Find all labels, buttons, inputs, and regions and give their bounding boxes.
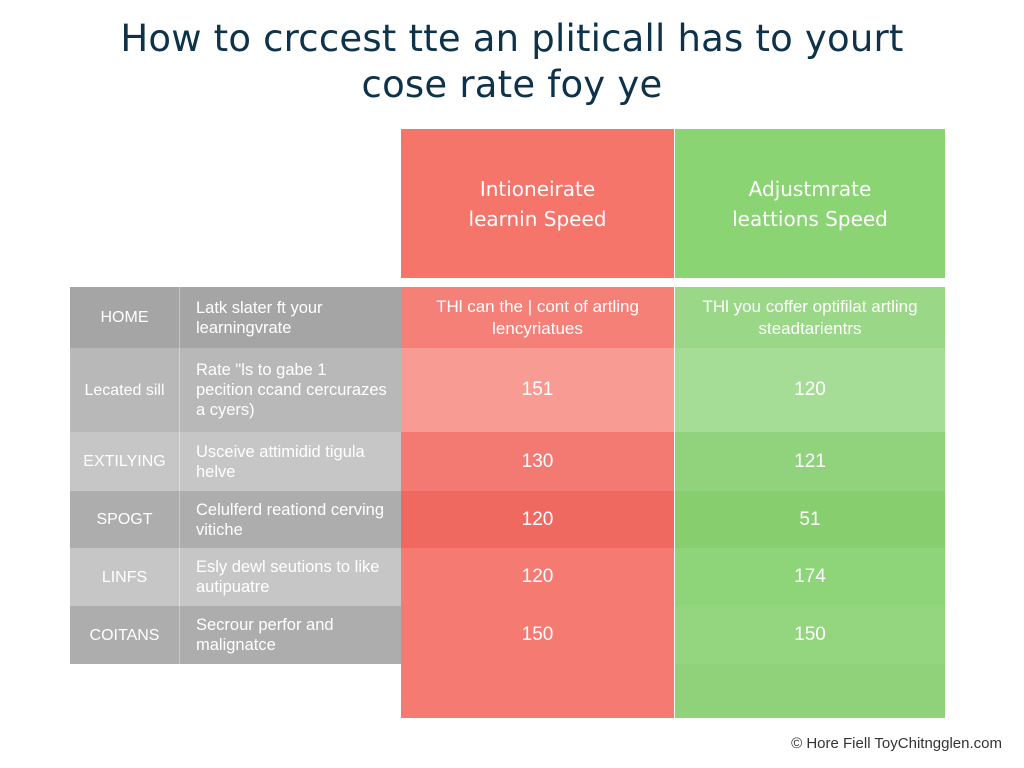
row-right-value: 120 [675, 348, 945, 432]
row-description: Secrour perfor and malignatce [180, 606, 401, 664]
row-description: Celulferd reationd cerving vitiche [180, 491, 401, 548]
row-label: COITANS [70, 606, 180, 664]
column-footer-left [401, 664, 674, 718]
page-title: How to crccest tte an pliticall has to y… [40, 16, 984, 108]
column-footer-right [675, 664, 945, 718]
row-right-value: THl you coffer optifilat artling steadta… [675, 287, 945, 348]
row-right-value: 150 [675, 606, 945, 664]
row-label: SPOGT [70, 491, 180, 548]
row-right-value: 51 [675, 491, 945, 548]
row-description: Rate "ls to gabe 1 pecition ccand cercur… [180, 348, 401, 432]
column-header-left: Intioneirate learnin Speed [401, 129, 674, 278]
row-left-value: 150 [401, 606, 674, 664]
row-left-value: 151 [401, 348, 674, 432]
title-line-2: cose rate foy ye [361, 63, 663, 106]
row-right-value: 174 [675, 548, 945, 606]
row-label: HOME [70, 287, 180, 348]
row-left-value: 130 [401, 432, 674, 491]
column-header-right-line-2: leattions Speed [732, 206, 888, 231]
row-label: Lecated sill [70, 348, 180, 432]
row-label: EXTILYING [70, 432, 180, 491]
table-row: COITANS Secrour perfor and malignatce 15… [70, 606, 945, 664]
column-header-left-line-1: Intioneirate [479, 176, 596, 201]
table-row: EXTILYING Usceive attimidid tigula helve… [70, 432, 945, 491]
row-left-value: 120 [401, 491, 674, 548]
row-right-value: 121 [675, 432, 945, 491]
column-header-left-line-2: learnin Speed [468, 206, 607, 231]
table-row: LINFS Esly dewl seutions to like autipua… [70, 548, 945, 606]
row-label: LINFS [70, 548, 180, 606]
column-header-right-line-1: Adjustmrate [748, 176, 872, 201]
title-line-1: How to crccest tte an pliticall has to y… [120, 17, 904, 60]
column-header-right: Adjustmrate leattions Speed [675, 129, 945, 278]
table-row: Lecated sill Rate "ls to gabe 1 pecition… [70, 348, 945, 432]
row-left-value: THl can the | cont of artling lencyriatu… [401, 287, 674, 348]
copyright-footer: © Hore Fiell ToyChitngglen.com [791, 735, 1002, 752]
row-description: Esly dewl seutions to like autipuatre [180, 548, 401, 606]
table-row: HOME Latk slater ft your learningvrate T… [70, 287, 945, 348]
row-description: Latk slater ft your learningvrate [180, 287, 401, 348]
row-description: Usceive attimidid tigula helve [180, 432, 401, 491]
table-row: SPOGT Celulferd reationd cerving vitiche… [70, 491, 945, 548]
row-left-value: 120 [401, 548, 674, 606]
